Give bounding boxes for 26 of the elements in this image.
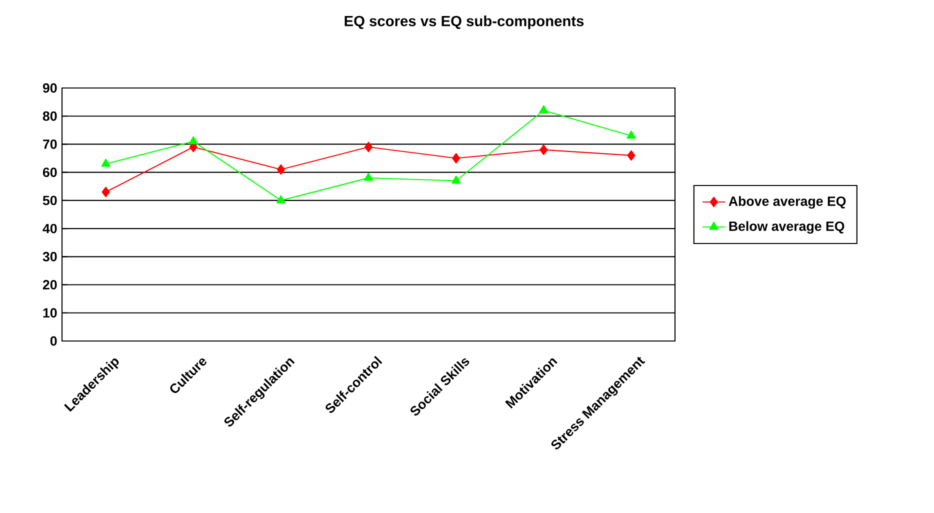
point: [539, 105, 548, 114]
legend-label: Above average EQ: [728, 196, 846, 209]
point: [188, 136, 198, 144]
point: [364, 142, 373, 152]
y-tick-label: 60: [42, 168, 57, 178]
y-tick-label: 40: [42, 224, 57, 234]
point: [452, 153, 460, 164]
point: [276, 164, 285, 175]
legend-label: Below average EQ: [729, 221, 844, 234]
y-tick-label: 70: [43, 140, 57, 149]
chart-title: EQ scores vs EQ sub-components: [344, 15, 584, 30]
point: [101, 158, 110, 167]
y-tick-label: 50: [42, 196, 57, 206]
y-tick-label: 90: [42, 83, 57, 93]
y-tick-label: 80: [42, 111, 57, 121]
point: [540, 144, 548, 156]
y-tick-label: 20: [42, 280, 57, 290]
point: [102, 186, 110, 198]
point: [626, 130, 636, 139]
y-tick-label: 10: [43, 308, 57, 318]
point: [452, 176, 461, 184]
y-tick-label: 0: [50, 336, 57, 346]
point: [276, 195, 286, 204]
y-tick-label: 30: [42, 252, 57, 262]
point: [627, 150, 636, 161]
point: [364, 172, 374, 181]
